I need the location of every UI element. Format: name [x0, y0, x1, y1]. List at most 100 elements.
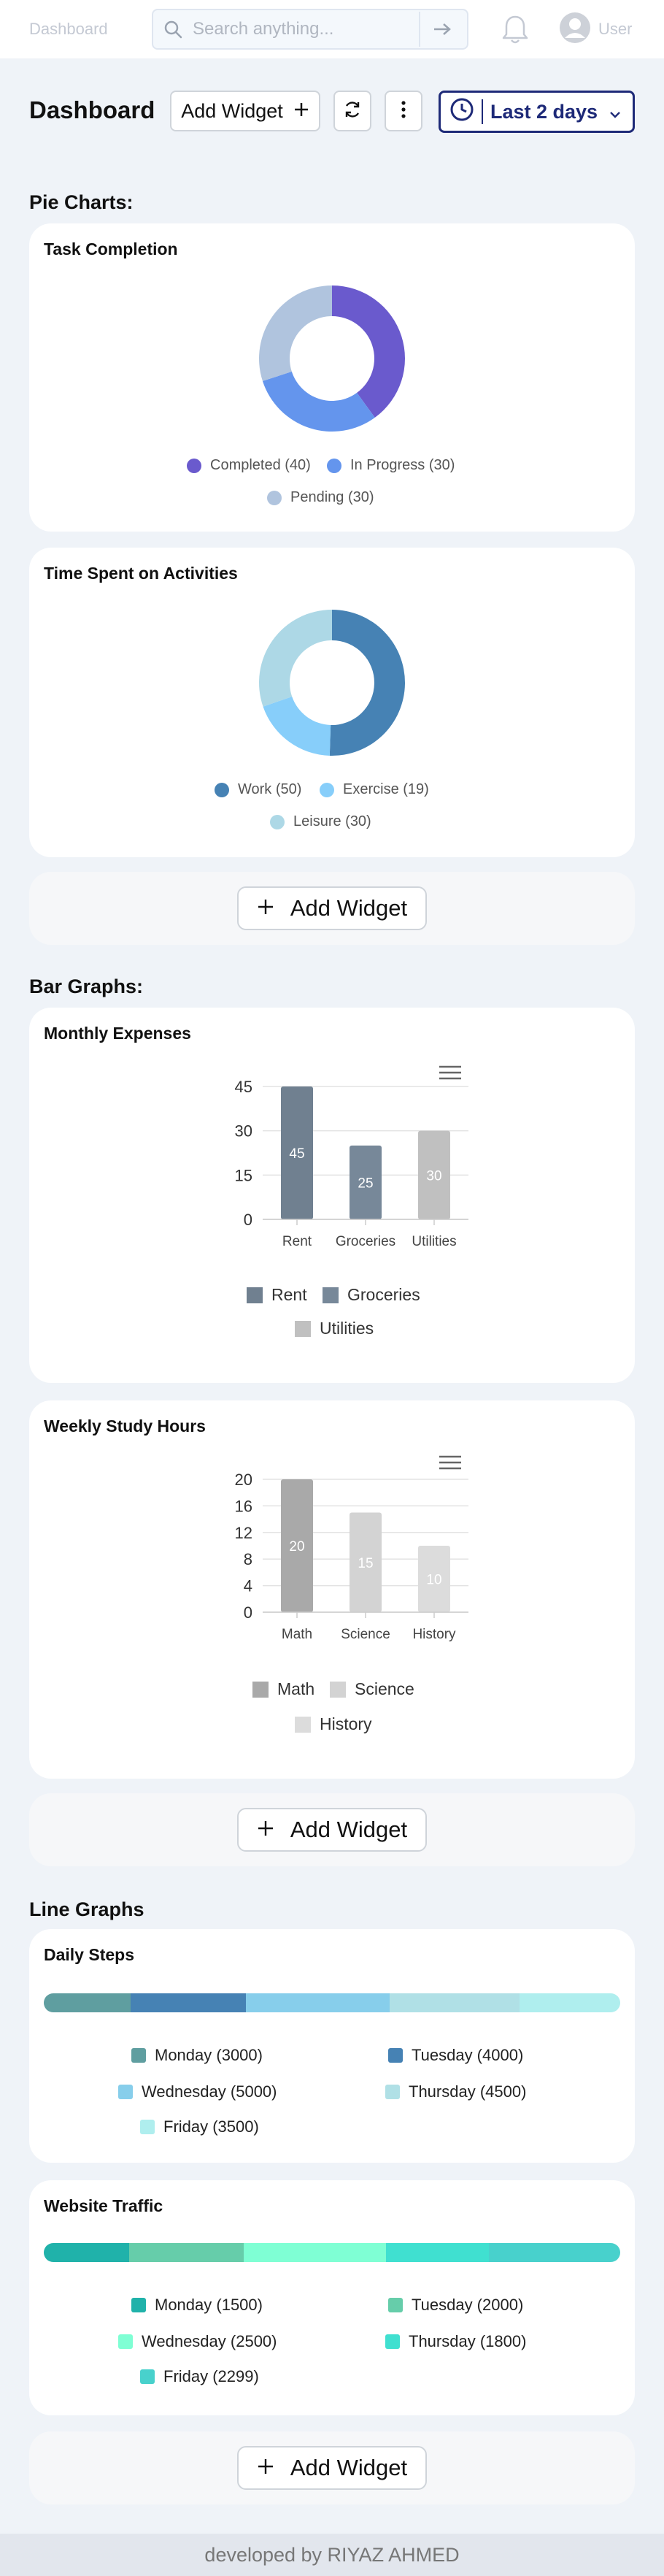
bar-utilities[interactable]: [418, 1130, 450, 1219]
refresh-icon: [343, 100, 362, 123]
legend-label: Friday (3500): [163, 2117, 259, 2136]
add-widget-button[interactable]: Add Widget: [237, 2446, 427, 2490]
legend-item[interactable]: Thursday (1800): [385, 2332, 526, 2351]
legend-item[interactable]: Rent: [247, 1285, 307, 1305]
bar-chart: 0 15 30 45 45 Rent 25 Groceries 30 Utilities: [235, 1081, 468, 1249]
legend-item[interactable]: Monday (1500): [131, 2296, 263, 2315]
add-widget-label: Add Widget: [181, 99, 283, 122]
stacked-progress-bar: [44, 1993, 620, 2012]
stack-segment-wednesday[interactable]: [243, 2243, 387, 2262]
legend-item[interactable]: Pending (30): [267, 489, 374, 506]
widget-card: Daily Steps Monday (3000) Tuesday (4000)…: [29, 1929, 635, 2163]
y-tick-label: 0: [244, 1211, 252, 1229]
legend-item[interactable]: History: [295, 1714, 372, 1734]
donut-slice-exercise[interactable]: [263, 696, 331, 756]
legend-item[interactable]: Friday (3500): [140, 2117, 259, 2136]
stack-segment-wednesday[interactable]: [245, 1993, 390, 2012]
widget-card: Task Completion Completed (40) In Progre…: [29, 223, 635, 532]
search-icon: [153, 10, 193, 48]
bar-math[interactable]: [281, 1479, 313, 1612]
donut-slice-in-progress[interactable]: [262, 371, 375, 432]
widget-title: Time Spent on Activities: [44, 564, 238, 583]
legend-label: Leisure (30): [293, 813, 371, 829]
add-widget-label: Add Widget: [290, 2455, 408, 2480]
bar-groceries[interactable]: [350, 1145, 382, 1219]
add-widget-card: Add Widget: [29, 872, 635, 945]
legend-label: Wednesday (5000): [142, 2082, 277, 2101]
chart-menu-icon[interactable]: [438, 1453, 463, 1476]
bar-history[interactable]: [418, 1546, 450, 1612]
chart-legend: Work (50) Exercise (19) Leisure (30): [29, 781, 635, 854]
legend-item[interactable]: Thursday (4500): [385, 2082, 526, 2101]
stack-segment-friday[interactable]: [519, 1993, 620, 2012]
legend-item[interactable]: Math: [252, 1679, 314, 1699]
legend-swatch: [118, 2085, 133, 2099]
y-tick-label: 12: [235, 1524, 252, 1542]
user-menu[interactable]: User: [559, 12, 632, 47]
chart-menu-icon[interactable]: [438, 1063, 463, 1086]
date-range-button[interactable]: Last 2 days: [439, 91, 635, 133]
bar-rent[interactable]: [281, 1086, 313, 1219]
stack-segment-tuesday[interactable]: [129, 2243, 244, 2262]
add-widget-button[interactable]: Add Widget: [237, 886, 427, 930]
widget-title: Monthly Expenses: [44, 1024, 191, 1043]
section-title-pie: Pie Charts:: [29, 191, 134, 213]
legend-label: Math: [277, 1679, 315, 1698]
legend-item[interactable]: Wednesday (2500): [118, 2332, 277, 2351]
stack-segment-monday[interactable]: [44, 2243, 130, 2262]
refresh-button[interactable]: [333, 91, 371, 131]
stack-segment-monday[interactable]: [44, 1993, 131, 2012]
bar-chart: 0 4 8 12 16 20 20 Math 15 Science 10 History: [235, 1473, 468, 1642]
donut-slice-completed[interactable]: [332, 285, 405, 418]
legend-label: Completed (40): [210, 457, 311, 473]
y-tick-label: 16: [235, 1497, 252, 1515]
legend-swatch: [320, 782, 334, 797]
stack-segment-tuesday[interactable]: [130, 1993, 246, 2012]
legend-item[interactable]: Groceries: [323, 1285, 420, 1305]
legend-item[interactable]: Science: [330, 1679, 414, 1699]
stack-segment-thursday[interactable]: [390, 1993, 520, 2012]
legend-label: Work (50): [238, 781, 302, 797]
stack-segment-friday[interactable]: [489, 2243, 620, 2262]
search-submit-arrow-icon[interactable]: [419, 12, 464, 47]
top-navbar: Dashboard User: [0, 0, 664, 58]
legend-swatch: [247, 1287, 263, 1303]
legend-item[interactable]: In Progress (30): [327, 457, 455, 474]
y-tick-label: 20: [235, 1473, 252, 1489]
plus-icon: [257, 1817, 274, 1843]
legend-item[interactable]: Utilities: [295, 1319, 374, 1338]
plus-icon: [293, 100, 309, 123]
search-input[interactable]: [193, 19, 419, 39]
x-tick-label: Groceries: [336, 1234, 395, 1249]
nav-breadcrumb[interactable]: Dashboard: [29, 20, 108, 38]
bar-science[interactable]: [350, 1512, 382, 1613]
legend-swatch: [385, 2334, 400, 2349]
bar-data-label: 30: [426, 1168, 441, 1184]
notification-bell-icon[interactable]: [498, 12, 533, 47]
add-widget-button[interactable]: Add Widget: [170, 91, 320, 131]
donut-slice-pending[interactable]: [259, 285, 332, 381]
legend-item[interactable]: Friday (2299): [140, 2367, 259, 2386]
add-widget-button[interactable]: Add Widget: [237, 1808, 427, 1852]
widget-title: Daily Steps: [44, 1945, 134, 1964]
legend-label: Rent: [271, 1285, 307, 1304]
donut-slice-work[interactable]: [329, 610, 405, 756]
legend-swatch: [330, 1681, 346, 1698]
more-options-button[interactable]: [385, 91, 422, 131]
legend-item[interactable]: Work (50): [215, 781, 301, 798]
legend-swatch: [270, 814, 285, 829]
legend-item[interactable]: Tuesday (4000): [388, 2046, 523, 2065]
legend-item[interactable]: Monday (3000): [131, 2046, 263, 2065]
donut-slice-leisure[interactable]: [259, 610, 332, 707]
range-divider: [482, 99, 483, 124]
legend-item[interactable]: Wednesday (5000): [118, 2082, 277, 2101]
legend-item[interactable]: Completed (40): [187, 457, 311, 474]
add-widget-label: Add Widget: [290, 895, 408, 921]
legend-item[interactable]: Exercise (19): [320, 781, 429, 798]
legend-swatch: [118, 2334, 133, 2349]
legend-label: Groceries: [347, 1285, 420, 1304]
legend-item[interactable]: Leisure (30): [270, 813, 371, 830]
stack-segment-thursday[interactable]: [386, 2243, 490, 2262]
legend-item[interactable]: Tuesday (2000): [388, 2296, 523, 2315]
